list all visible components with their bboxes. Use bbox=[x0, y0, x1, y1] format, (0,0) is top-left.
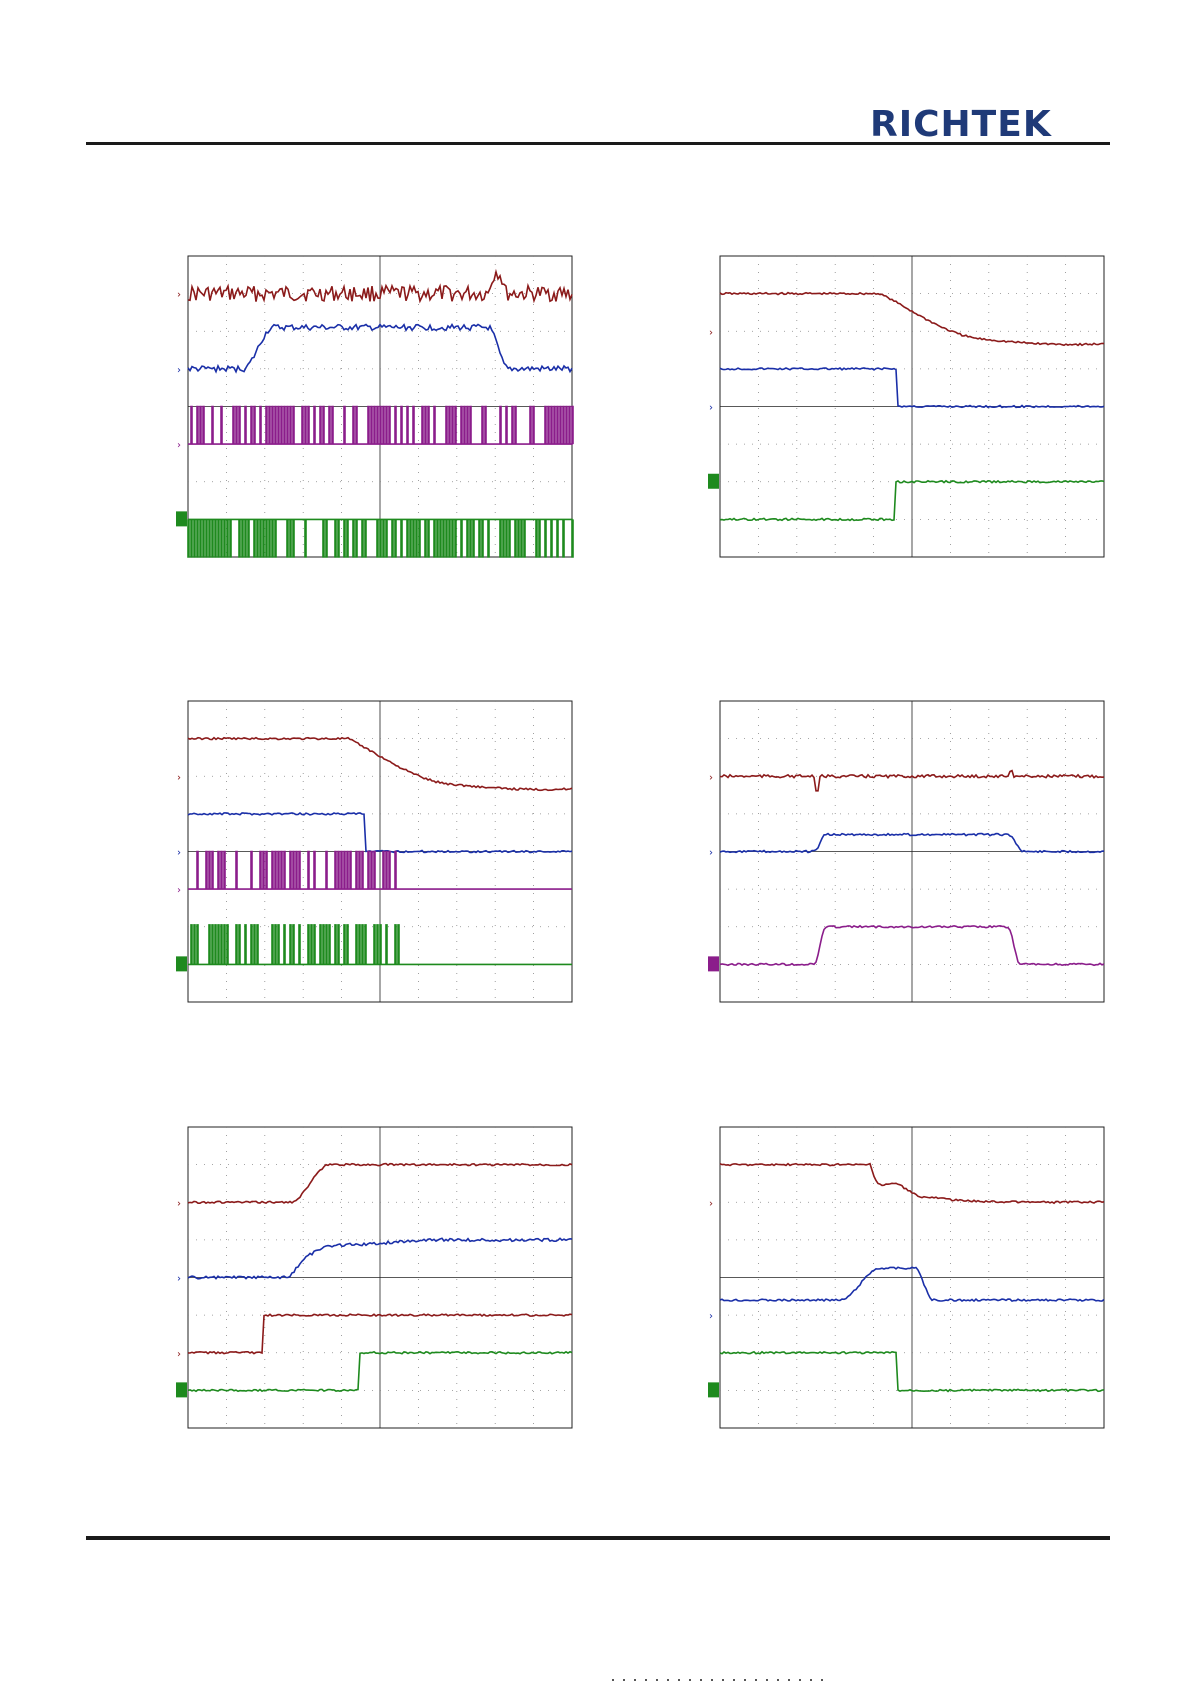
trace-3 bbox=[187, 1313, 573, 1355]
footer-dot bbox=[645, 1679, 647, 1681]
channel-marker: › bbox=[177, 365, 181, 376]
trigger-marker bbox=[708, 1382, 719, 1398]
channel-marker: › bbox=[709, 327, 713, 338]
footer-dot bbox=[667, 1679, 669, 1681]
footer-dot bbox=[612, 1679, 614, 1681]
footer-dot bbox=[700, 1679, 702, 1681]
footer-dot bbox=[722, 1679, 724, 1681]
channel-marker: › bbox=[177, 1349, 181, 1360]
trace-2 bbox=[187, 323, 573, 374]
footer-dot bbox=[678, 1679, 680, 1681]
channel-marker: › bbox=[177, 290, 181, 301]
trace-1 bbox=[719, 291, 1105, 347]
trace-1 bbox=[719, 769, 1105, 792]
trigger-marker bbox=[708, 956, 719, 972]
footer-dot bbox=[755, 1679, 757, 1681]
footer-dot bbox=[777, 1679, 779, 1681]
trace-4 bbox=[187, 518, 574, 558]
channel-marker: › bbox=[709, 848, 713, 859]
trace-3 bbox=[188, 850, 572, 890]
channel-marker: › bbox=[177, 1198, 181, 1209]
trace-1 bbox=[719, 1162, 1105, 1205]
trace-4 bbox=[188, 924, 572, 966]
scope-capture-2: ››› bbox=[708, 255, 1105, 558]
scope-capture-5: ›››› bbox=[176, 1126, 573, 1429]
scope-capture-3: ›››› bbox=[176, 700, 573, 1003]
channel-marker: › bbox=[177, 772, 181, 783]
trace-2 bbox=[719, 1266, 1105, 1303]
trace-2 bbox=[187, 812, 573, 854]
channel-marker: › bbox=[177, 885, 181, 896]
channel-marker: › bbox=[709, 1198, 713, 1209]
footer-dot bbox=[744, 1679, 746, 1681]
footer-dot bbox=[711, 1679, 713, 1681]
trigger-marker bbox=[708, 473, 719, 489]
trace-3 bbox=[188, 405, 574, 445]
trace-1 bbox=[187, 268, 573, 304]
footer-dot bbox=[634, 1679, 636, 1681]
trigger-marker bbox=[176, 511, 187, 527]
trace-2 bbox=[719, 832, 1105, 854]
scope-capture-6: ››› bbox=[708, 1126, 1105, 1429]
footer-rule bbox=[86, 1536, 1110, 1540]
trace-2 bbox=[187, 1237, 573, 1280]
trace-4 bbox=[187, 1350, 573, 1393]
scope-capture-4: ››› bbox=[708, 700, 1105, 1003]
footer-dot bbox=[810, 1679, 812, 1681]
logo-wordmark: RICHTEK bbox=[870, 104, 1052, 145]
footer-dot bbox=[733, 1679, 735, 1681]
footer-dot bbox=[799, 1679, 801, 1681]
trace-3 bbox=[719, 924, 1105, 967]
channel-marker: › bbox=[709, 403, 713, 414]
trigger-marker bbox=[176, 956, 187, 972]
header-rule bbox=[86, 142, 1110, 145]
footer-dot bbox=[656, 1679, 658, 1681]
channel-marker: › bbox=[709, 772, 713, 783]
trace-1 bbox=[187, 736, 573, 792]
channel-marker: › bbox=[177, 440, 181, 451]
scope-capture-1: ›››› bbox=[176, 255, 574, 558]
channel-marker: › bbox=[177, 1274, 181, 1285]
footer-dot bbox=[766, 1679, 768, 1681]
trace-3 bbox=[719, 479, 1105, 522]
footer-dot bbox=[623, 1679, 625, 1681]
footer-dot bbox=[689, 1679, 691, 1681]
trigger-marker bbox=[176, 1382, 187, 1398]
footer-dot bbox=[821, 1679, 823, 1681]
trace-1 bbox=[187, 1162, 573, 1205]
channel-marker: › bbox=[177, 848, 181, 859]
trace-2 bbox=[719, 367, 1105, 409]
channel-marker: › bbox=[709, 1311, 713, 1322]
richtek-logo: RICHTEK bbox=[870, 104, 1052, 145]
trace-3 bbox=[719, 1350, 1105, 1393]
footer-dot bbox=[788, 1679, 790, 1681]
